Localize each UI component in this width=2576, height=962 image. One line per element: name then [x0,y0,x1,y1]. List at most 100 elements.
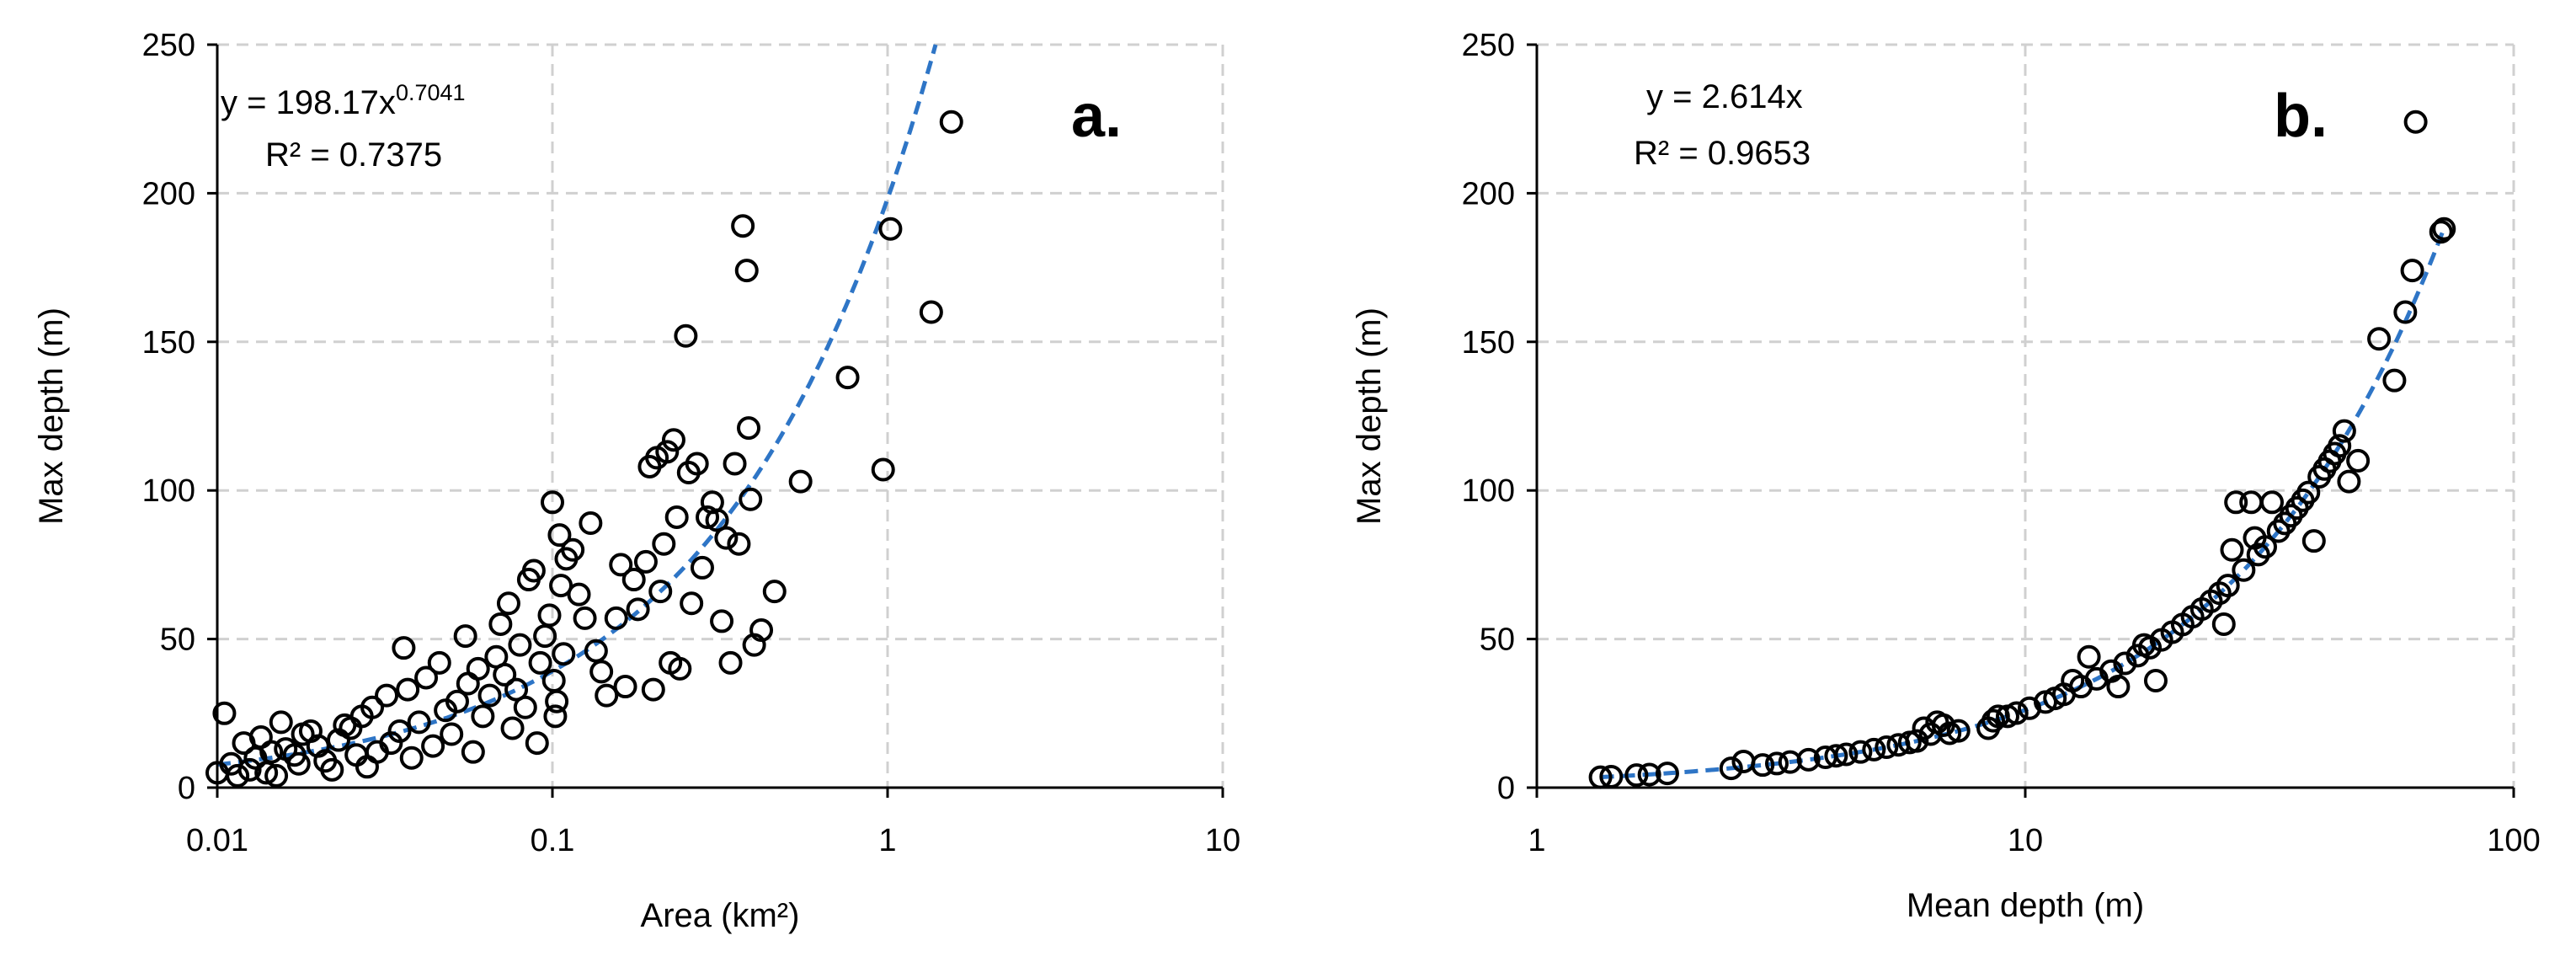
panel-a-data-point [705,508,729,532]
panel-a-data-point [392,636,416,660]
panel-a-data-point [326,728,350,752]
panel-a-data-point [471,704,495,729]
panel-a-x-tick-label: 10 [1205,823,1240,858]
panel-b-data-point [1796,747,1821,772]
panel-a-data-point [878,216,903,241]
panel-b-data-point [2346,448,2371,473]
panel-a-data-point [621,568,646,592]
panel-a-data-point [440,722,464,746]
panel-a-data-point [254,761,279,785]
panel-a-equation-exponent: 0.7041 [396,80,466,105]
panel-b-data-point [1764,751,1789,776]
panel-b-data-point [1824,744,1848,768]
panel-a-data-point [477,683,502,708]
panel-a-data-point [549,574,573,598]
panel-a-equation-base: y = 198.17x [221,84,396,121]
panel-b-equation: y = 2.614x [1646,78,1803,115]
panel-b-tick-labels: 0 50 100 150 200 250 1 10 100 [1462,28,2541,858]
panel-b-data-point [2296,480,2321,505]
panel-b-trendline [1600,227,2446,780]
panel-b-data-point [2224,490,2248,515]
panel-b-data-point [1848,740,1873,764]
panel-a-gridlines [217,43,1224,788]
panel-a-data-point [399,746,424,770]
panel-a-data-point [493,662,517,687]
panel-b-data-point [2211,612,2236,636]
panel-b-data-point [2239,490,2264,515]
panel-a-data-point [547,523,572,548]
panel-b-data-point [1875,735,1899,760]
panel-b-data-point [2077,644,2101,669]
panel-a-data-point [259,740,284,764]
panel-b-data-point [1637,762,1661,787]
panel-b-data-point [2367,327,2392,351]
panel-b-data-point [2253,535,2277,559]
panel-a-data-point [521,558,546,583]
panel-a-points [205,110,963,788]
panel-a-data-point [528,650,552,675]
panel-a-data-point [734,259,759,283]
panel-a-data-point [453,624,477,649]
panel-a-data-point [648,580,673,604]
panel-a-data-point [685,452,709,476]
panel-a-data-point [567,582,591,607]
panel-b-data-point [2301,529,2326,553]
panel-a-x-tick-label: 0.1 [531,823,575,858]
panel-b-data-point [2432,216,2456,241]
panel-b-data-point [2106,675,2131,699]
panel-b-y-tick-label: 250 [1462,28,1515,63]
panel-a-data-point [584,639,608,663]
panel-a-data-point [788,469,813,494]
panel-a-data-point [513,695,537,719]
panel-b-data-point [2400,259,2424,283]
panel-a-data-point [664,505,689,529]
panel-b-data-point [2429,220,2453,244]
panel-b-data-point [1751,753,1775,778]
panel-a-data-point [269,710,293,735]
panel-b-data-point [2393,300,2418,324]
panel-a-data-point [543,704,568,729]
panel-b-letter: b. [2274,83,2328,150]
panel-a-data-point [919,300,943,324]
panel-b-data-point [2328,434,2352,458]
panel-a-data-point [427,650,451,675]
panel-a-data-point [871,457,895,482]
panel-b-y-tick-label: 100 [1462,473,1515,509]
panel-a-data-point [445,689,469,713]
panel-a-y-tick-label: 100 [142,473,195,509]
panel-a-data-point [500,716,525,740]
panel-a-tick-labels: 0 50 100 150 200 250 0.01 0.1 1 10 [142,28,1241,858]
panel-a-data-point [421,734,445,758]
panel-a-data-point [525,731,549,756]
panel-a-axes [207,43,1224,798]
panel-b-data-point [1624,763,1649,788]
panel-a-data-point [727,532,751,556]
panel-a-data-point [286,751,311,776]
panel-a-data-point [690,555,714,580]
panel-a-y-axis-label: Max depth (m) [33,307,70,525]
panel-a-data-point [696,505,720,529]
panel-a-y-tick-label: 50 [160,623,195,658]
panel-a-data-point [212,701,237,725]
panel-a-data-point [714,526,739,550]
panel-b-data-point [2259,490,2284,515]
panel-a-data-point [633,549,658,574]
panel-a-data-point [226,763,250,788]
panel-a-data-point [762,580,787,604]
panel-a-data-point [355,755,379,779]
panel-a-data-point [414,665,439,690]
panel-b-points [1588,110,2456,789]
panel-b-x-axis-label: Mean depth (m) [1907,887,2144,924]
panel-a-data-point [545,689,569,713]
panel-a-data-point [496,591,520,616]
panel-b-y-axis-label: Max depth (m) [1351,307,1388,525]
panel-a-data-point [573,606,597,630]
panel-a-y-tick-label: 150 [142,325,195,361]
panel-a-data-point [504,677,529,702]
panel-a-data-point [710,609,734,633]
panel-a-data-point [652,532,676,556]
panel-a-data-point [737,416,761,441]
panel-b-data-point [1946,719,1971,743]
panel-b-data-point [2337,469,2361,494]
